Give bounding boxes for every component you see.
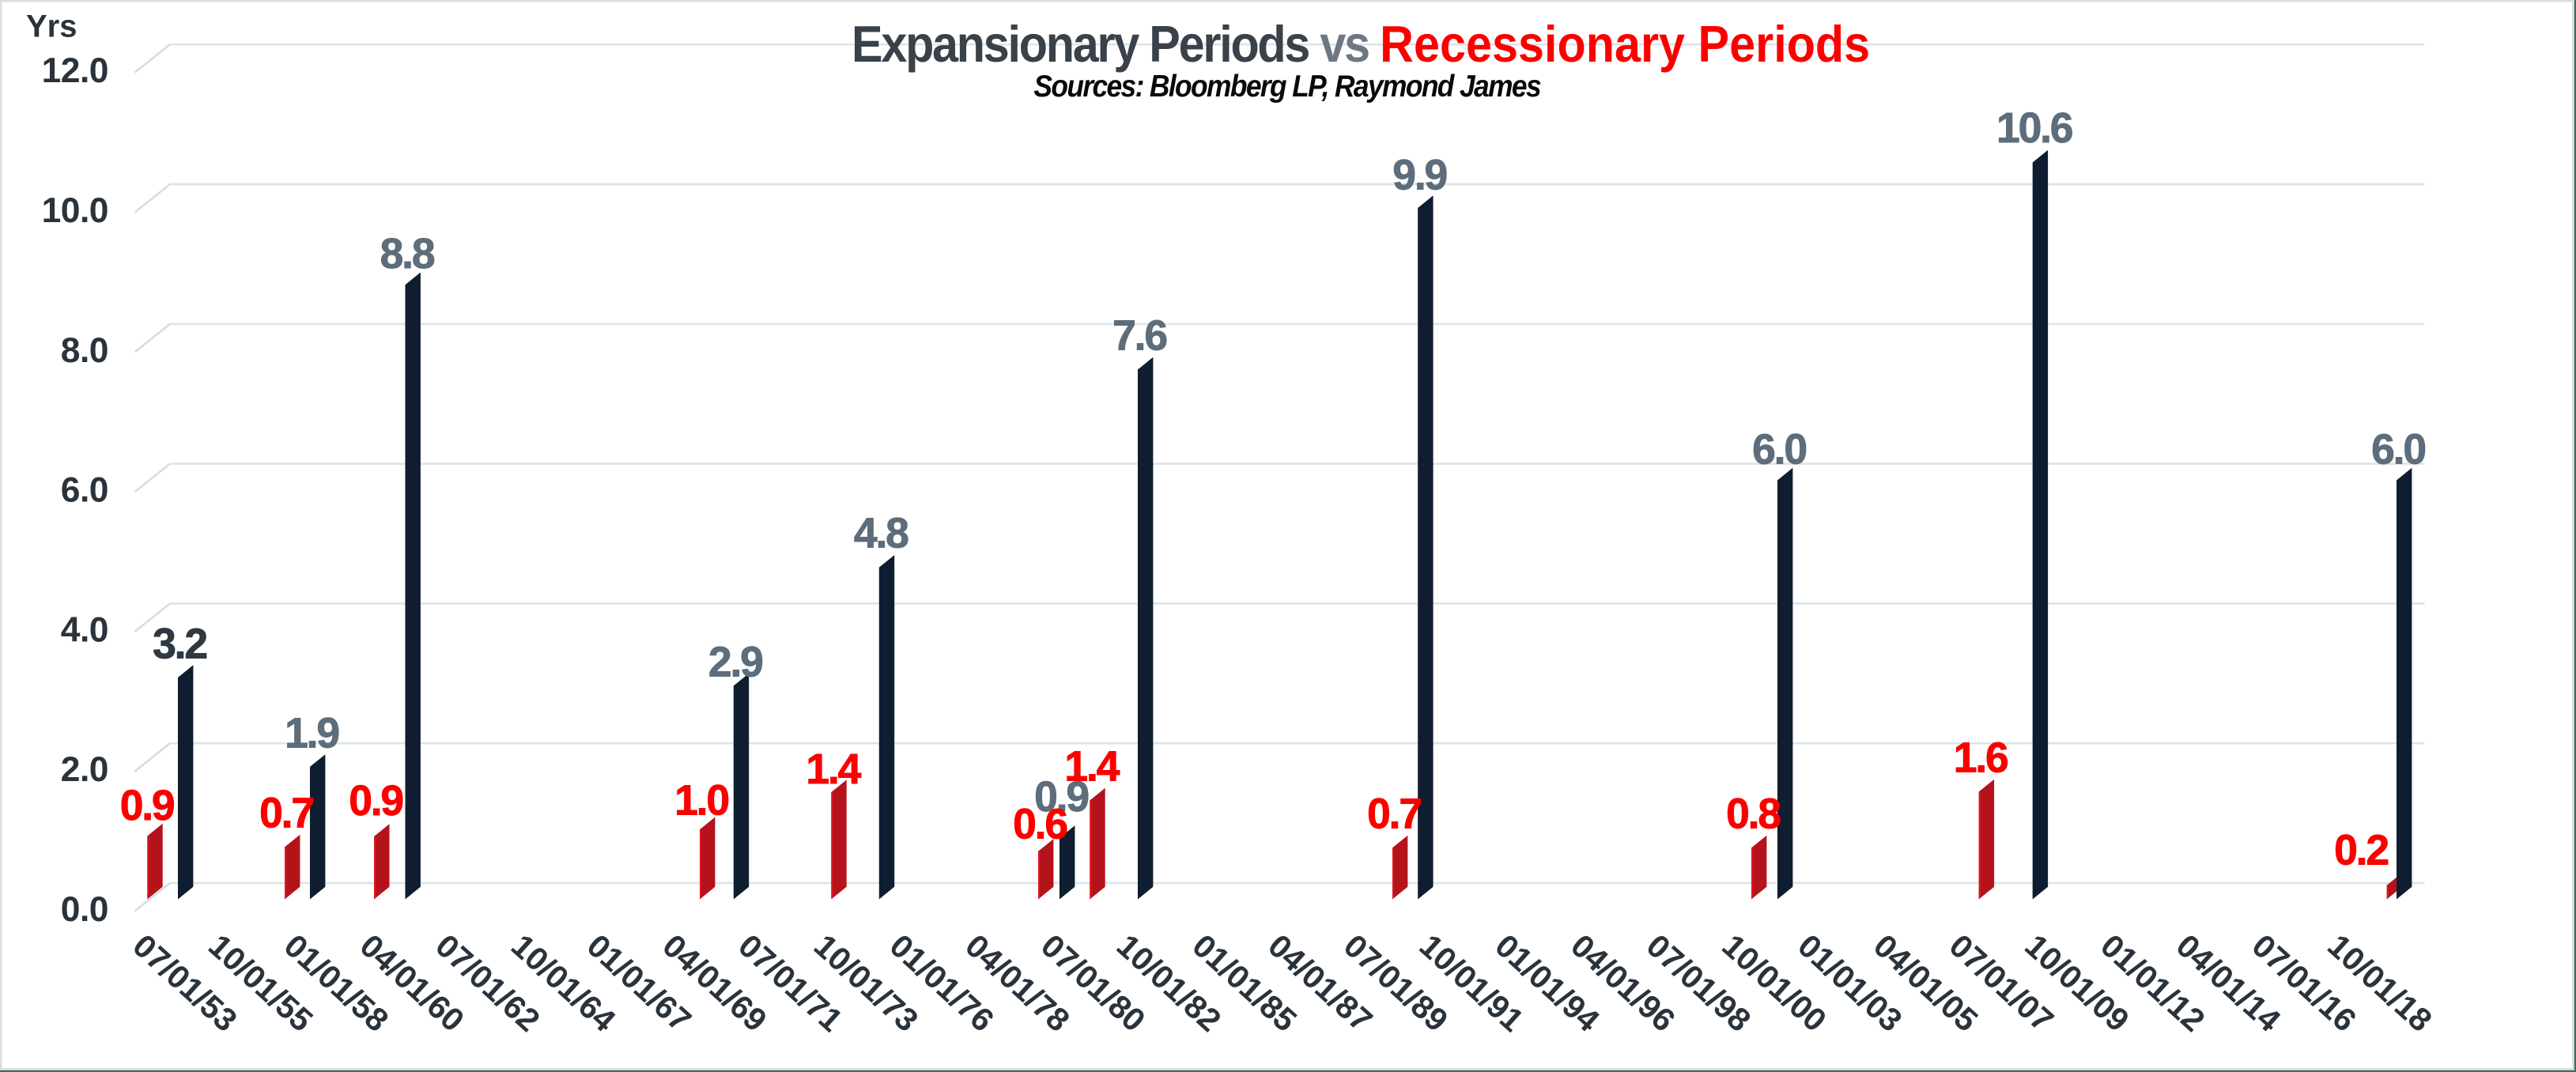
svg-text:Sources: Bloomberg LP, Raymond: Sources: Bloomberg LP, Raymond James <box>1033 70 1541 104</box>
svg-text:8.8: 8.8 <box>380 231 435 277</box>
svg-text:0.9: 0.9 <box>1034 774 1088 821</box>
svg-text:6.0: 6.0 <box>61 471 108 510</box>
svg-text:2.9: 2.9 <box>708 640 762 686</box>
svg-text:12.0: 12.0 <box>42 51 108 90</box>
svg-text:0.9: 0.9 <box>120 783 174 829</box>
svg-text:0.9: 0.9 <box>349 778 402 825</box>
svg-text:1.0: 1.0 <box>674 778 728 825</box>
svg-text:7.6: 7.6 <box>1112 312 1166 359</box>
svg-text:4.0: 4.0 <box>61 610 108 649</box>
svg-text:6.0: 6.0 <box>1752 426 1806 473</box>
svg-text:8.0: 8.0 <box>61 331 108 370</box>
svg-text:Yrs: Yrs <box>26 9 77 44</box>
svg-text:10.6: 10.6 <box>1996 105 2072 152</box>
svg-text:0.7: 0.7 <box>259 790 313 836</box>
svg-text:0.6: 0.6 <box>1013 802 1067 848</box>
svg-text:9.9: 9.9 <box>1392 152 1446 198</box>
svg-text:0.2: 0.2 <box>2334 828 2388 874</box>
svg-text:0.7: 0.7 <box>1367 791 1421 837</box>
svg-text:4.8: 4.8 <box>854 511 908 557</box>
svg-text:0.0: 0.0 <box>61 890 108 929</box>
svg-text:1.6: 1.6 <box>1954 734 2008 781</box>
svg-text:1.9: 1.9 <box>285 711 338 757</box>
svg-text:6.0: 6.0 <box>2371 426 2425 473</box>
svg-text:0.8: 0.8 <box>1726 791 1781 837</box>
svg-text:3.2: 3.2 <box>153 621 206 667</box>
svg-text:Expansionary Periods vs Recess: Expansionary Periods vs Recessionary Per… <box>852 17 1870 74</box>
svg-text:1.4: 1.4 <box>1064 743 1120 790</box>
svg-text:1.4: 1.4 <box>806 746 861 793</box>
svg-text:2.0: 2.0 <box>61 750 108 789</box>
svg-text:10.0: 10.0 <box>42 191 108 230</box>
